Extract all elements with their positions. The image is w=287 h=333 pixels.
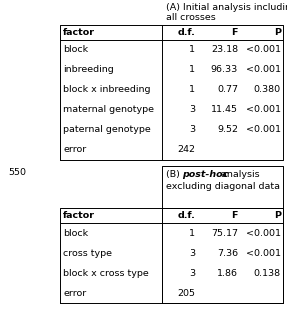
Text: error: error xyxy=(63,146,86,155)
Text: <0.001: <0.001 xyxy=(246,248,281,257)
Text: factor: factor xyxy=(63,28,95,37)
Text: 0.138: 0.138 xyxy=(254,268,281,277)
Text: <0.001: <0.001 xyxy=(246,126,281,135)
Text: factor: factor xyxy=(63,211,95,220)
Text: post-hoc: post-hoc xyxy=(182,170,228,179)
Text: maternal genotype: maternal genotype xyxy=(63,106,154,115)
Text: cross type: cross type xyxy=(63,248,112,257)
Text: 3: 3 xyxy=(189,126,195,135)
Text: block: block xyxy=(63,46,88,55)
Text: 0.380: 0.380 xyxy=(254,86,281,95)
Text: block x inbreeding: block x inbreeding xyxy=(63,86,150,95)
Text: excluding diagonal data: excluding diagonal data xyxy=(166,182,280,191)
Text: <0.001: <0.001 xyxy=(246,106,281,115)
Text: 7.36: 7.36 xyxy=(217,248,238,257)
Text: 1: 1 xyxy=(189,46,195,55)
Text: 1: 1 xyxy=(189,66,195,75)
Text: error: error xyxy=(63,288,86,297)
Text: F: F xyxy=(232,28,238,37)
Text: 11.45: 11.45 xyxy=(211,106,238,115)
Text: <0.001: <0.001 xyxy=(246,66,281,75)
Text: P: P xyxy=(274,28,281,37)
Text: analysis: analysis xyxy=(218,170,260,179)
Text: (B): (B) xyxy=(166,170,183,179)
Text: 96.33: 96.33 xyxy=(211,66,238,75)
Text: block: block xyxy=(63,228,88,237)
Text: d.f.: d.f. xyxy=(177,211,195,220)
Text: block x cross type: block x cross type xyxy=(63,268,149,277)
Text: d.f.: d.f. xyxy=(177,28,195,37)
Text: 75.17: 75.17 xyxy=(211,228,238,237)
Text: 3: 3 xyxy=(189,106,195,115)
Text: F: F xyxy=(232,211,238,220)
Text: 205: 205 xyxy=(177,288,195,297)
Text: all crosses: all crosses xyxy=(166,13,216,22)
Text: 1: 1 xyxy=(189,228,195,237)
Text: inbreeding: inbreeding xyxy=(63,66,114,75)
Text: 242: 242 xyxy=(177,146,195,155)
Text: 23.18: 23.18 xyxy=(211,46,238,55)
Text: 1: 1 xyxy=(189,86,195,95)
Text: paternal genotype: paternal genotype xyxy=(63,126,151,135)
Text: 3: 3 xyxy=(189,268,195,277)
Text: P: P xyxy=(274,211,281,220)
Text: <0.001: <0.001 xyxy=(246,228,281,237)
Text: 550: 550 xyxy=(8,168,26,177)
Text: 1.86: 1.86 xyxy=(217,268,238,277)
Text: 3: 3 xyxy=(189,248,195,257)
Text: <0.001: <0.001 xyxy=(246,46,281,55)
Text: 9.52: 9.52 xyxy=(217,126,238,135)
Text: 0.77: 0.77 xyxy=(217,86,238,95)
Text: (A) Initial analysis including: (A) Initial analysis including xyxy=(166,3,287,12)
